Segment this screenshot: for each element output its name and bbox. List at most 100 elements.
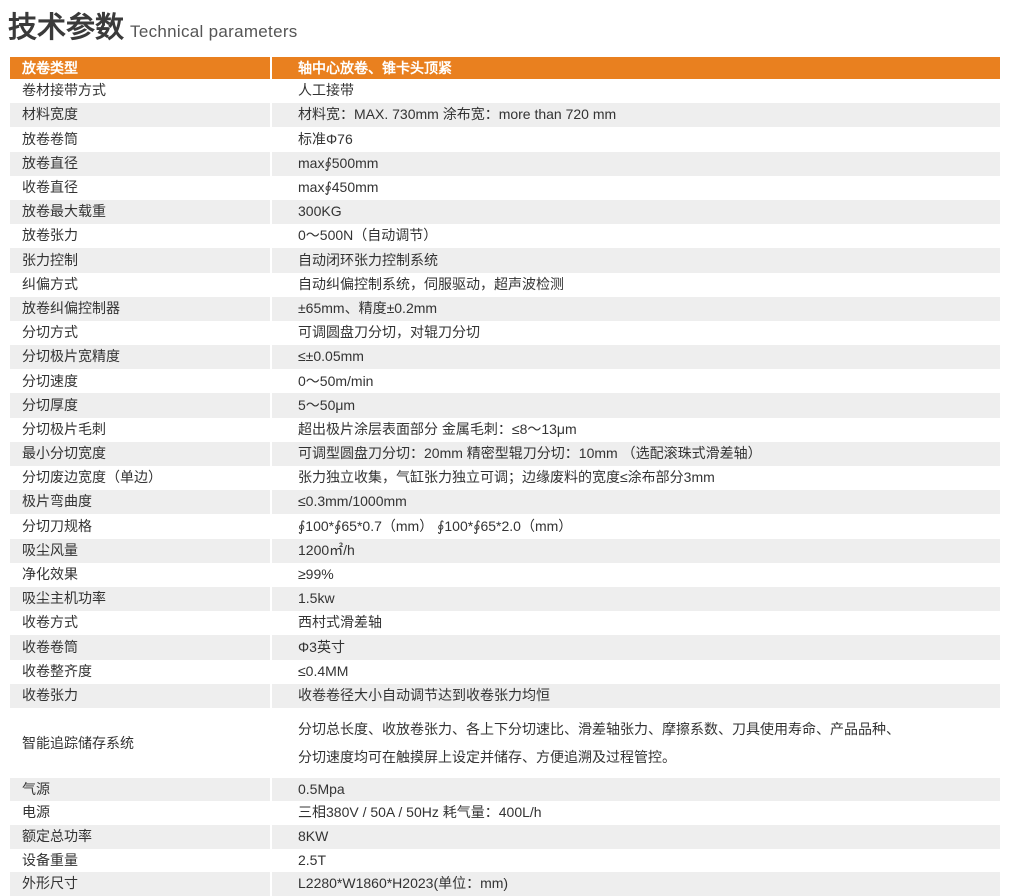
- param-value: 0～500N（自动调节）: [271, 224, 1000, 249]
- param-value: ≤0.4MM: [271, 659, 1000, 684]
- table-row: 张力控制 自动闭环张力控制系统: [10, 248, 1000, 273]
- param-name: 吸尘风量: [10, 538, 272, 563]
- param-name: 收卷张力: [10, 683, 272, 708]
- param-value: Φ3英寸: [271, 635, 1000, 660]
- table-row: 收卷方式 西村式滑差轴: [10, 611, 1000, 636]
- param-value: 2.5T: [271, 848, 1000, 873]
- param-name: 收卷整齐度: [10, 659, 272, 684]
- param-value: 1.5kw: [271, 586, 1000, 612]
- table-row: 额定总功率 8KW: [10, 825, 1000, 849]
- param-name: 分切厚度: [10, 393, 272, 418]
- param-value: 标准Φ76: [271, 127, 1000, 152]
- param-value: 三相380V / 50A / 50Hz 耗气量：400L/h: [271, 801, 1000, 826]
- table-row: 收卷直径 max∮450mm: [10, 175, 1000, 200]
- table-row: 最小分切宽度 可调型圆盘刀分切：20mm 精密型辊刀分切：10mm （选配滚珠式滑…: [10, 441, 1000, 466]
- table-row: 材料宽度 材料宽：MAX. 730mm 涂布宽：more than 720 mm: [10, 103, 1000, 128]
- param-name: 放卷卷筒: [10, 127, 272, 152]
- param-name: 电源: [10, 801, 272, 826]
- table-row: 放卷纠偏控制器 ±65mm、精度±0.2mm: [10, 296, 1000, 321]
- header-key: 放卷类型: [10, 57, 272, 79]
- param-name: 材料宽度: [10, 103, 272, 128]
- table-row: 分切厚度 5～50μm: [10, 393, 1000, 418]
- table-row: 电源 三相380V / 50A / 50Hz 耗气量：400L/h: [10, 801, 1000, 826]
- table-row: 分切废边宽度（单边） 张力独立收集，气缸张力独立可调；边缘废料的宽度≤涂布部分3m…: [10, 466, 1000, 491]
- spec-table: 放卷类型 轴中心放卷、锥卡头顶紧 卷材接带方式 人工接带 材料宽度 材料宽：MAX. …: [10, 57, 1000, 896]
- table-row: 收卷整齐度 ≤0.4MM: [10, 659, 1000, 684]
- param-name: 放卷张力: [10, 224, 272, 249]
- param-value: 收卷卷径大小自动调节达到收卷张力均恒: [271, 683, 1000, 708]
- param-name: 放卷直径: [10, 151, 272, 176]
- table-header-row: 放卷类型 轴中心放卷、锥卡头顶紧: [10, 57, 1000, 79]
- param-name: 卷材接带方式: [10, 79, 272, 104]
- param-name: 外形尺寸: [10, 872, 272, 896]
- param-value: 西村式滑差轴: [271, 611, 1000, 636]
- param-name: 设备重量: [10, 848, 272, 873]
- table-row: 外形尺寸 L2280*W1860*H2023(单位：mm): [10, 872, 1000, 896]
- param-name: 气源: [10, 777, 272, 802]
- param-value: 1200㎡/h: [271, 538, 1000, 563]
- table-row: 分切极片毛刺 超出极片涂层表面部分 金属毛刺：≤8～13μm: [10, 417, 1000, 442]
- param-value: 材料宽：MAX. 730mm 涂布宽：more than 720 mm: [271, 103, 1000, 128]
- param-value: ≥99%: [271, 562, 1000, 587]
- param-value: 300KG: [271, 199, 1000, 225]
- param-value: ∮100*∮65*0.7（mm） ∮100*∮65*2.0（mm）: [271, 514, 1000, 539]
- param-value: L2280*W1860*H2023(单位：mm): [271, 872, 1000, 896]
- table-row: 收卷卷筒 Φ3英寸: [10, 635, 1000, 660]
- table-row: 分切方式 可调圆盘刀分切，对辊刀分切: [10, 320, 1000, 346]
- table-row-smart-system: 智能追踪储存系统 分切总长度、收放卷张力、各上下分切速比、滑差轴张力、摩擦系数、刀…: [10, 707, 1000, 778]
- param-value: 可调型圆盘刀分切：20mm 精密型辊刀分切：10mm （选配滚珠式滑差轴）: [271, 441, 1000, 466]
- param-value: max∮450mm: [271, 175, 1000, 200]
- param-name: 收卷直径: [10, 175, 272, 200]
- table-row: 放卷卷筒 标准Φ76: [10, 127, 1000, 152]
- param-value: 人工接带: [271, 79, 1000, 104]
- param-value: 可调圆盘刀分切，对辊刀分切: [271, 320, 1000, 346]
- table-row: 卷材接带方式 人工接带: [10, 79, 1000, 104]
- table-row: 纠偏方式 自动纠偏控制系统，伺服驱动，超声波检测: [10, 272, 1000, 297]
- param-name: 分切极片宽精度: [10, 345, 272, 370]
- param-name: 收卷方式: [10, 611, 272, 636]
- param-name: 分切方式: [10, 320, 272, 346]
- table-row: 设备重量 2.5T: [10, 848, 1000, 873]
- param-name: 纠偏方式: [10, 272, 272, 297]
- param-value: 超出极片涂层表面部分 金属毛刺：≤8～13μm: [271, 417, 1000, 442]
- param-name: 收卷卷筒: [10, 635, 272, 660]
- param-value: max∮500mm: [271, 151, 1000, 176]
- param-value: 0.5Mpa: [271, 777, 1000, 802]
- table-row: 吸尘风量 1200㎡/h: [10, 538, 1000, 563]
- table-row: 气源 0.5Mpa: [10, 777, 1000, 802]
- table-row: 分切速度 0～50m/min: [10, 369, 1000, 394]
- table-row: 极片弯曲度 ≤0.3mm/1000mm: [10, 490, 1000, 515]
- title-cn: 技术参数: [8, 10, 125, 44]
- param-value: 0～50m/min: [271, 369, 1000, 394]
- param-value: 自动纠偏控制系统，伺服驱动，超声波检测: [271, 272, 1000, 297]
- param-name: 放卷最大载重: [10, 199, 272, 225]
- param-value: ≤0.3mm/1000mm: [271, 490, 1000, 515]
- param-name: 分切极片毛刺: [10, 417, 272, 442]
- value-line: 分切总长度、收放卷张力、各上下分切速比、滑差轴张力、摩擦系数、刀具使用寿命、产品…: [298, 720, 900, 737]
- param-name: 放卷纠偏控制器: [10, 296, 272, 321]
- header-value: 轴中心放卷、锥卡头顶紧: [271, 57, 1000, 79]
- table-row: 分切极片宽精度 ≤±0.05mm: [10, 345, 1000, 370]
- param-value: 分切总长度、收放卷张力、各上下分切速比、滑差轴张力、摩擦系数、刀具使用寿命、产品…: [271, 707, 1000, 778]
- param-name: 最小分切宽度: [10, 441, 272, 466]
- page-title: 技术参数 Technical parameters: [8, 4, 298, 44]
- param-name: 智能追踪储存系统: [10, 707, 272, 778]
- table-row: 净化效果 ≥99%: [10, 562, 1000, 587]
- param-name: 张力控制: [10, 248, 272, 273]
- value-line: 分切速度均可在触摸屏上设定并储存、方便追溯及过程管控。: [298, 748, 676, 765]
- param-value: ≤±0.05mm: [271, 345, 1000, 370]
- param-name: 额定总功率: [10, 825, 272, 849]
- param-name: 分切废边宽度（单边）: [10, 466, 272, 491]
- param-value: ±65mm、精度±0.2mm: [271, 296, 1000, 321]
- param-value: 8KW: [271, 825, 1000, 849]
- title-en: Technical parameters: [130, 22, 298, 41]
- param-name: 分切速度: [10, 369, 272, 394]
- table-row: 分切刀规格 ∮100*∮65*0.7（mm） ∮100*∮65*2.0（mm）: [10, 514, 1000, 539]
- table-row: 放卷张力 0～500N（自动调节）: [10, 224, 1000, 249]
- param-name: 分切刀规格: [10, 514, 272, 539]
- param-value: 5～50μm: [271, 393, 1000, 418]
- param-value: 张力独立收集，气缸张力独立可调；边缘废料的宽度≤涂布部分3mm: [271, 466, 1000, 491]
- table-row: 放卷直径 max∮500mm: [10, 151, 1000, 176]
- param-value: 自动闭环张力控制系统: [271, 248, 1000, 273]
- table-row: 放卷最大载重 300KG: [10, 199, 1000, 225]
